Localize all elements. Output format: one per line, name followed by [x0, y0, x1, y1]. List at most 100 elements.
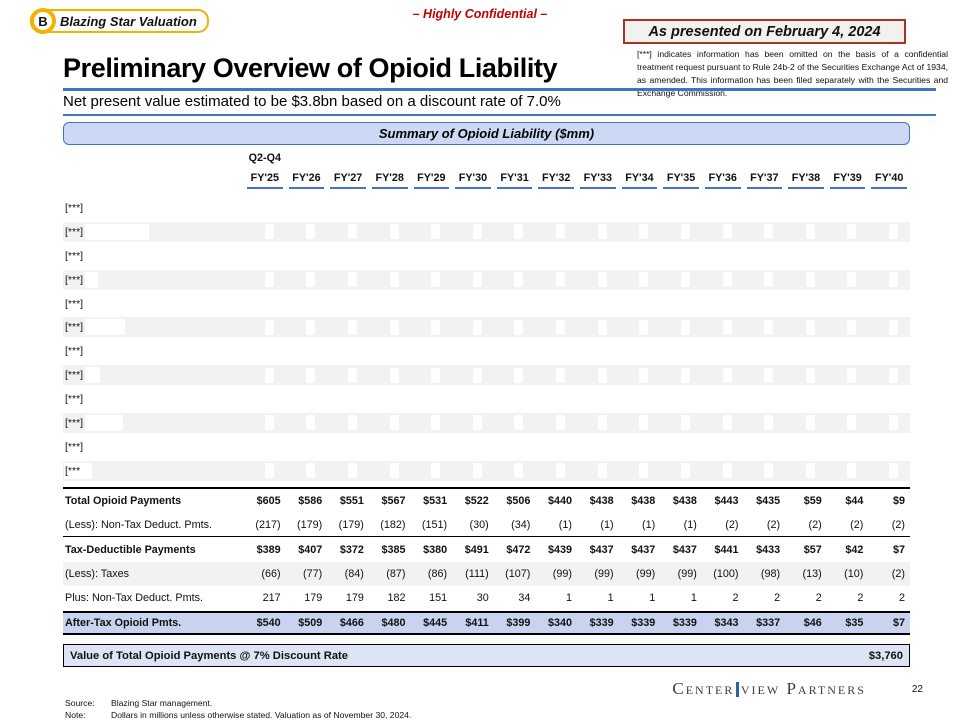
redaction-notch	[722, 224, 732, 240]
redacted-cell	[452, 222, 494, 242]
redacted-cell	[619, 435, 661, 459]
redaction-notch	[347, 367, 357, 383]
redacted-cell	[702, 339, 744, 363]
redacted-cell	[452, 317, 494, 337]
summary-value-cell: $411	[465, 616, 489, 629]
summary-value-cell: (1)	[600, 518, 614, 531]
redacted-cell	[577, 292, 619, 316]
summary-value-cell: $7	[892, 543, 905, 556]
redacted-cell	[286, 435, 328, 459]
summary-value-cell: $439	[547, 543, 572, 556]
summary-value-cell: (99)	[677, 568, 697, 581]
redacted-cell	[660, 270, 702, 290]
redacted-cell	[827, 387, 869, 411]
redacted-cell	[868, 435, 910, 459]
summary-value-cell: $372	[339, 543, 364, 556]
summary-value-cell: 1	[690, 592, 697, 605]
summary-value-cell: $339	[672, 616, 697, 629]
redacted-row: [***]	[63, 244, 910, 268]
redacted-row-label: [***]	[65, 345, 84, 358]
redacted-cell	[702, 461, 744, 481]
redacted-cell	[286, 196, 328, 220]
redaction-notch	[722, 319, 732, 335]
redacted-cell	[411, 435, 453, 459]
summary-value-cell: $586	[298, 494, 323, 507]
redaction-notch	[389, 272, 399, 288]
redacted-row-label: [***]	[65, 201, 84, 214]
redacted-cell	[327, 270, 369, 290]
summary-value-cell: (84)	[344, 568, 364, 581]
redacted-cell	[744, 317, 786, 337]
redaction-notch	[514, 463, 524, 479]
row-label-cell: [***]	[63, 365, 244, 385]
summary-row-label: After-Tax Opioid Pmts.	[65, 616, 182, 629]
redacted-cell	[535, 365, 577, 385]
redacted-cell	[619, 413, 661, 433]
redacted-cell	[244, 365, 286, 385]
summary-value-cell: (2)	[725, 518, 739, 531]
redacted-cell	[577, 365, 619, 385]
redaction-notch	[847, 319, 857, 335]
redacted-cell	[452, 270, 494, 290]
redaction-notch	[472, 415, 482, 431]
summary-value-cell: $437	[672, 543, 697, 556]
fy-column-header: FY'38	[785, 168, 827, 189]
redaction-notch	[764, 463, 774, 479]
column-underline	[663, 187, 699, 189]
subtitle-divider	[63, 114, 936, 116]
redacted-cell	[494, 317, 536, 337]
page-title: Preliminary Overview of Opioid Liability	[63, 53, 558, 83]
summary-row-label: Total Opioid Payments	[65, 494, 182, 507]
redaction-notch	[347, 319, 357, 335]
column-underline	[413, 187, 450, 189]
redaction-notch	[264, 415, 274, 431]
redaction-notch	[805, 463, 815, 479]
redacted-cell	[660, 413, 702, 433]
redacted-cell	[411, 365, 453, 385]
fy-column-label: FY'37	[750, 172, 779, 185]
redacted-cell	[619, 317, 661, 337]
redaction-notch	[556, 319, 565, 335]
redacted-cell	[827, 365, 869, 385]
summary-row: Plus: Non-Tax Deduct. Pmts. 217 179 179 182 1…	[63, 586, 910, 610]
redacted-cell	[868, 196, 910, 220]
redacted-row: [***]	[63, 219, 910, 244]
redaction-notch	[556, 415, 565, 431]
redacted-cell	[660, 461, 702, 481]
column-underline	[371, 187, 408, 189]
redacted-cell	[702, 435, 744, 459]
summary-value-cell: (34)	[511, 518, 531, 531]
summary-value-cell: $380	[423, 543, 448, 556]
redaction-notch	[306, 272, 316, 288]
redaction-notch	[264, 367, 274, 383]
redaction-notch	[264, 319, 274, 335]
redacted-cell	[744, 365, 786, 385]
redacted-cell	[619, 292, 661, 316]
summary-value-cell: (2)	[766, 518, 781, 531]
redacted-cell	[286, 413, 328, 433]
footer-notes: Source: Blazing Star management. Note: D…	[65, 697, 411, 720]
redacted-cell	[744, 196, 786, 220]
redacted-cell	[619, 196, 661, 220]
redacted-cell	[744, 339, 786, 363]
redacted-cell	[327, 292, 369, 316]
redacted-cell	[452, 339, 494, 363]
redacted-cell	[327, 317, 369, 337]
redaction-notch	[472, 272, 482, 288]
redacted-cell	[286, 270, 328, 290]
redacted-cell	[744, 222, 786, 242]
redacted-cell	[535, 292, 577, 316]
summary-value-cell: 30	[476, 592, 489, 605]
redacted-cell	[868, 292, 910, 316]
redacted-row-label: [***]	[65, 393, 84, 406]
summary-row-label: (Less): Non-Tax Deduct. Pmts.	[65, 518, 213, 531]
redaction-notch	[514, 367, 524, 383]
summary-value-cell: (10)	[844, 568, 864, 581]
page-subtitle: Net present value estimated to be $3.8bn…	[63, 93, 561, 110]
discount-value-row: Value of Total Opioid Payments @ 7% Disc…	[63, 644, 910, 668]
redacted-cell	[619, 461, 661, 481]
summary-value-cell: $438	[589, 494, 614, 507]
summary-value-cell: $441	[714, 543, 739, 556]
summary-value-cell: (86)	[427, 568, 448, 581]
logo-label: Blazing Star Valuation	[60, 13, 197, 29]
